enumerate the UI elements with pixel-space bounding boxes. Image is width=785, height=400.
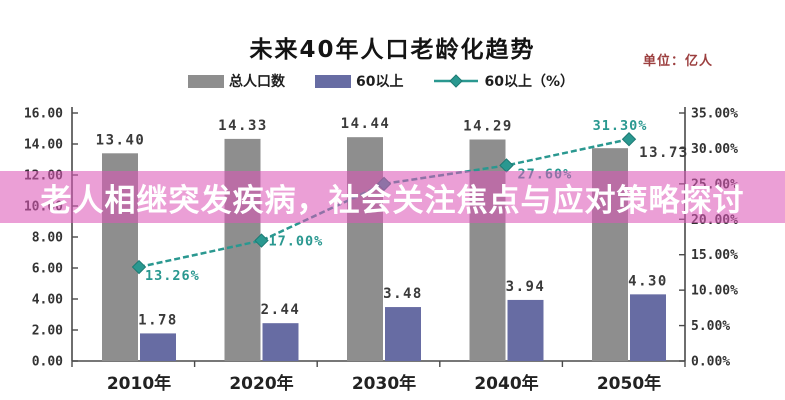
percent-point-marker xyxy=(621,132,637,147)
bar-over60-value-label: 4.30 xyxy=(628,273,668,289)
bar-over60-value-label: 3.94 xyxy=(506,279,546,295)
bar-total-value-label: 14.33 xyxy=(218,118,268,134)
total-population-swatch-icon xyxy=(188,74,224,88)
chart-title: 未来40年人口老龄化趋势 xyxy=(249,37,536,63)
percent-value-label: 13.26% xyxy=(145,268,200,284)
right-axis-tick-label: 30.00% xyxy=(691,142,738,157)
x-axis-category-label: 2040年 xyxy=(474,373,538,394)
left-axis-tick-label: 2.00 xyxy=(32,324,63,339)
x-axis-category-label: 2020年 xyxy=(229,373,293,394)
percent-line xyxy=(138,137,630,269)
bar-total-value-label: 14.29 xyxy=(463,119,513,135)
x-axis-category-label: 2050年 xyxy=(597,373,661,394)
headline-banner: 老人相继突发疾病，社会关注焦点与应对策略探讨 xyxy=(0,171,785,223)
bar-over60-2020年 xyxy=(262,323,299,361)
line-marker-swatch-icon xyxy=(433,74,479,88)
bar-over60-value-label: 1.78 xyxy=(138,312,178,328)
bar-total-value-label: 13.40 xyxy=(96,132,146,148)
bar-over60-value-label: 3.48 xyxy=(383,286,423,302)
bar-over60-2030年 xyxy=(385,307,421,361)
bar-over60-value-label: 2.44 xyxy=(261,302,301,318)
legend-label: 60以上 xyxy=(356,74,404,90)
percent-point-marker xyxy=(131,259,147,275)
right-axis-tick-label: 5.00% xyxy=(691,319,730,334)
legend-item-over-60-percent: 60以上（%） xyxy=(433,71,574,91)
bar-total-value-label: 14.44 xyxy=(341,116,391,132)
over-60-swatch-icon xyxy=(315,74,351,88)
right-axis-tick-label: 0.00% xyxy=(691,355,730,370)
right-axis-tick-label: 10.00% xyxy=(691,284,738,299)
headline-text: 老人相继突发疾病，社会关注焦点与应对策略探讨 xyxy=(40,182,745,219)
chart-legend: 总人口数 60以上 60以上（%） xyxy=(188,72,574,90)
x-axis-category-label: 2010年 xyxy=(107,373,171,394)
legend-label: 总人口数 xyxy=(229,74,285,90)
right-axis-tick-label: 35.00% xyxy=(691,107,738,122)
percent-point-marker xyxy=(254,233,269,248)
bar-over60-2010年 xyxy=(140,333,176,361)
legend-label: 60以上（%） xyxy=(484,74,574,90)
legend-item-over-60: 60以上 xyxy=(315,71,403,91)
percent-value-label: 31.30% xyxy=(593,118,648,134)
right-axis-tick-label: 15.00% xyxy=(691,248,738,263)
left-axis-tick-label: 16.00 xyxy=(24,107,63,122)
bar-over60-2040年 xyxy=(507,299,544,361)
left-axis-tick-label: 4.00 xyxy=(32,293,63,308)
x-axis-category-label: 2030年 xyxy=(352,373,416,394)
left-axis-tick-label: 0.00 xyxy=(32,355,63,370)
left-axis-tick-label: 8.00 xyxy=(32,231,63,246)
bar-over60-2050年 xyxy=(630,294,666,361)
left-axis-tick-label: 14.00 xyxy=(24,138,63,153)
bar-total-value-label: 13.73 xyxy=(639,145,689,161)
unit-label: 单位：亿人 xyxy=(643,54,714,69)
legend-item-total-population: 总人口数 xyxy=(188,71,285,91)
percent-value-label: 17.00% xyxy=(269,234,324,250)
left-axis-tick-label: 6.00 xyxy=(32,262,63,277)
